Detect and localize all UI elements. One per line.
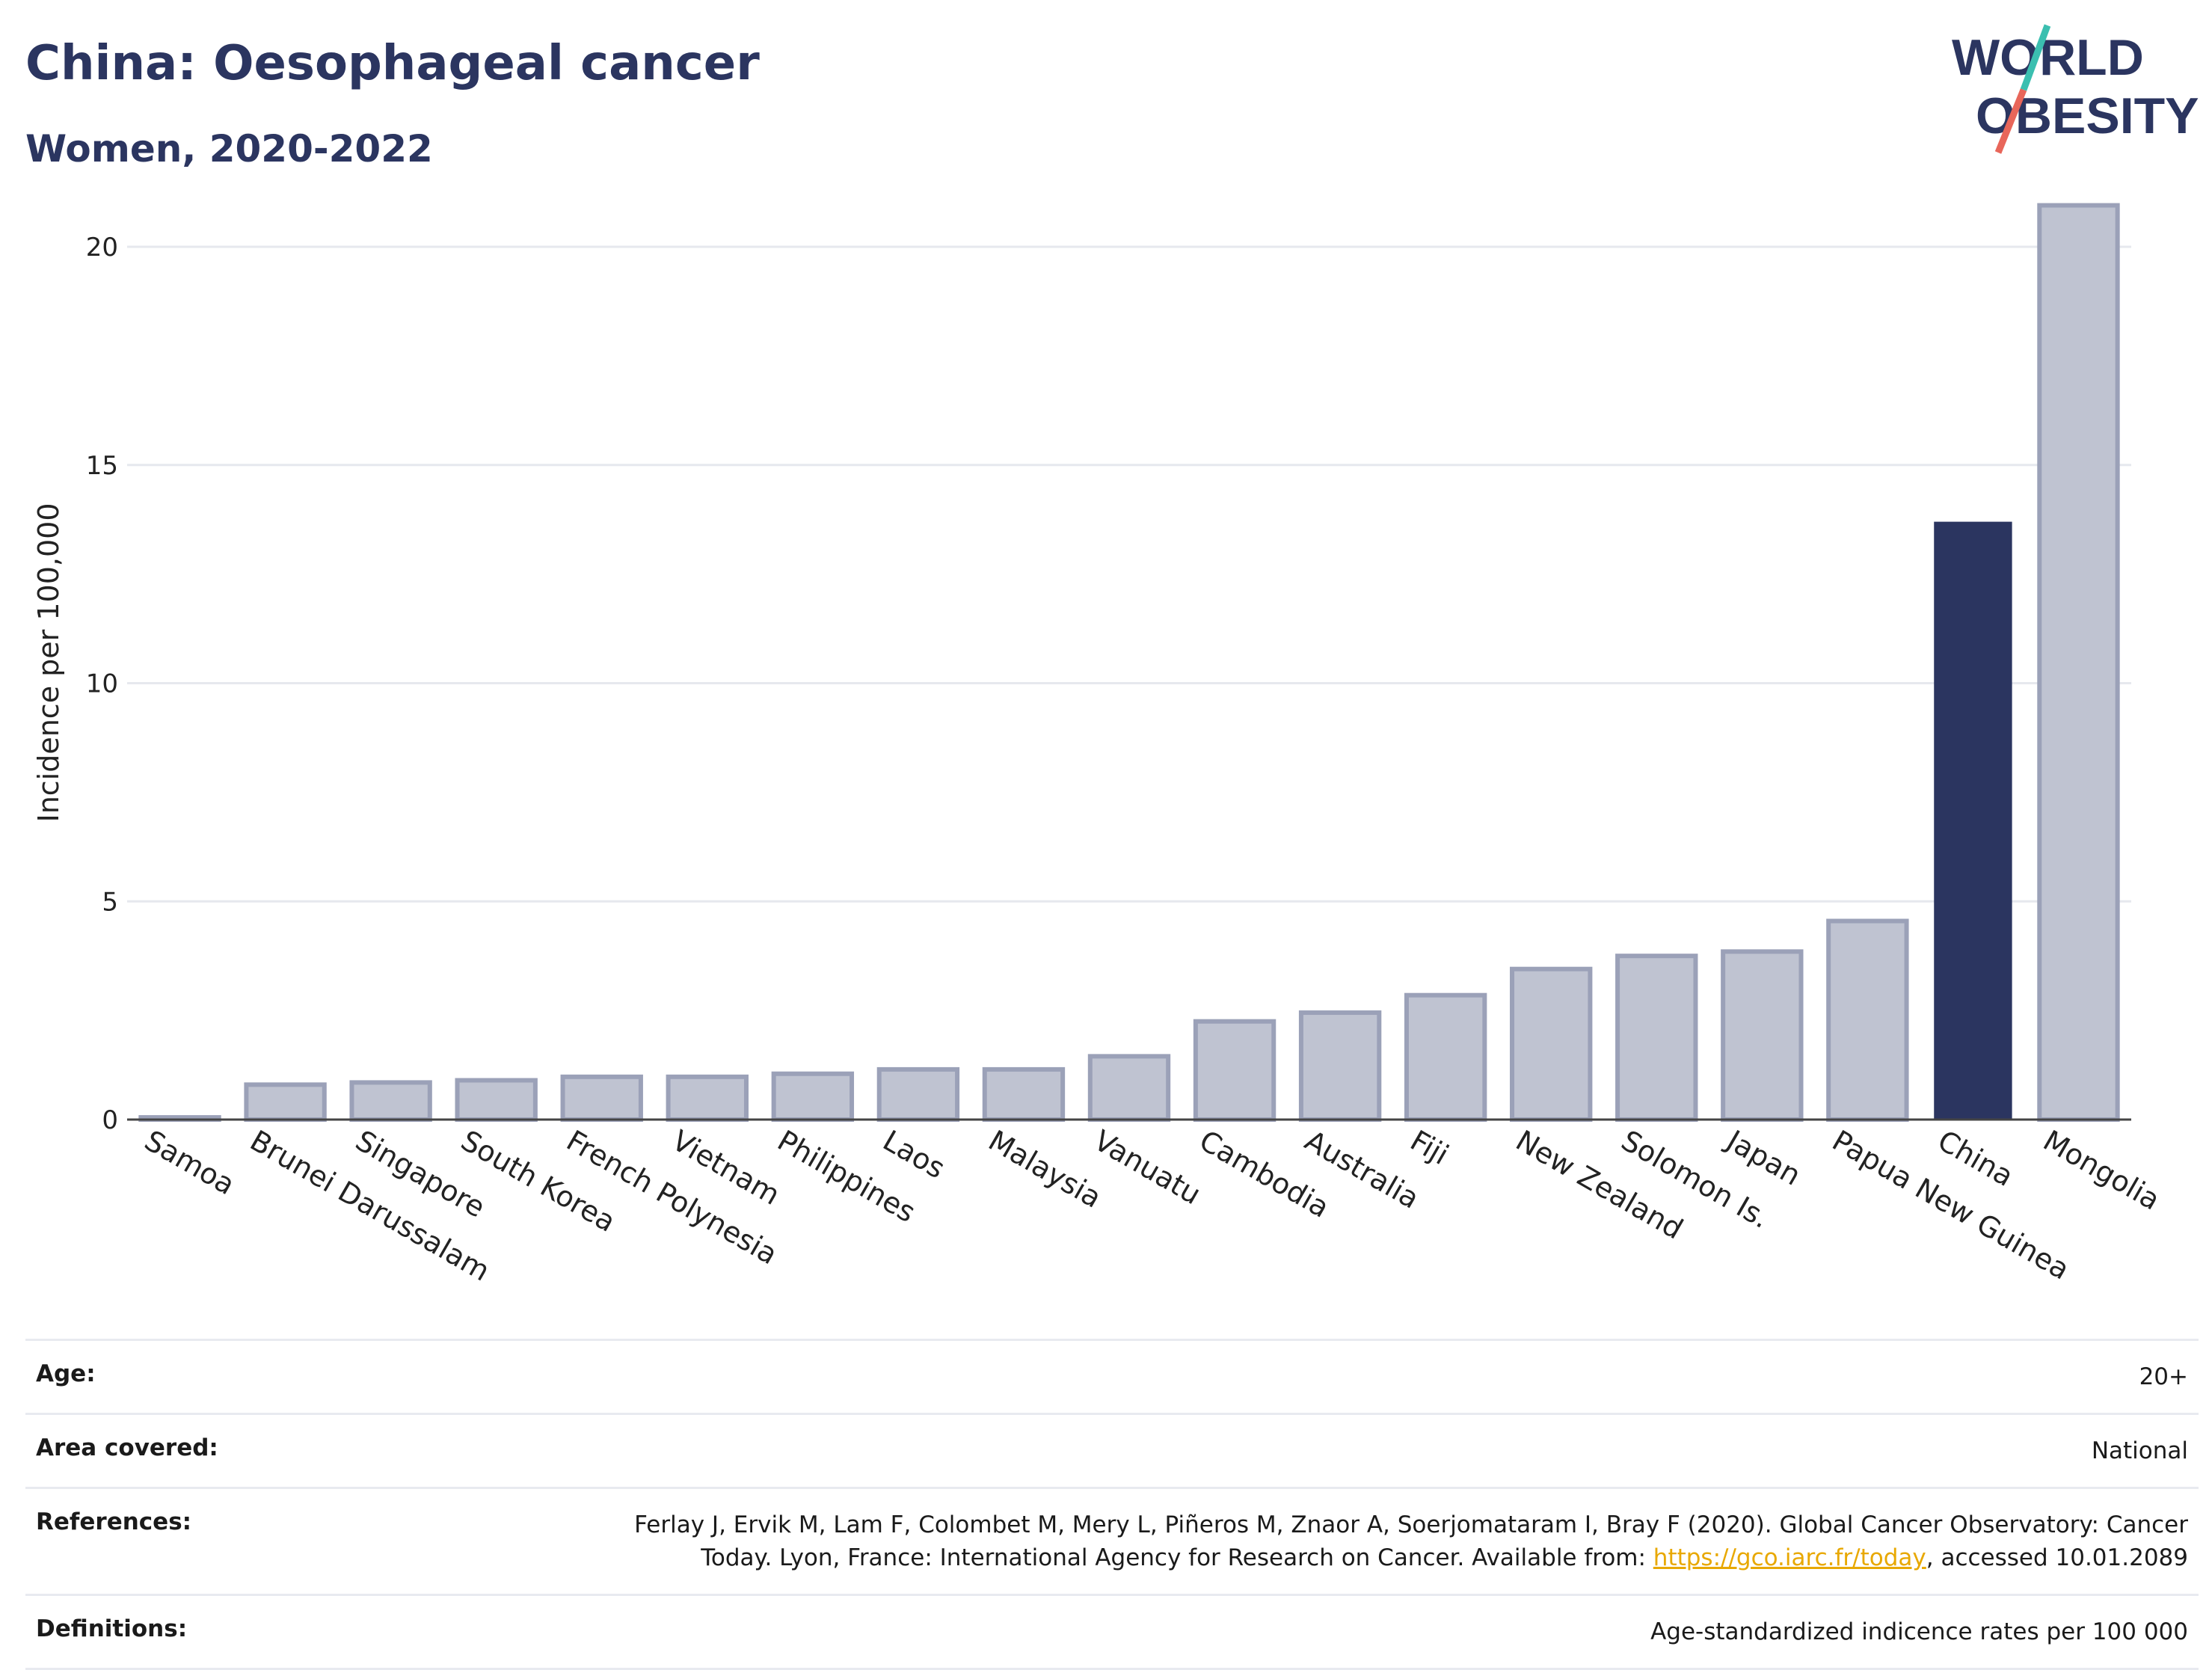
chart-title: China: Oesophageal cancer [25,36,760,91]
y-tick-label: 10 [86,669,118,699]
references-label: References: [36,1508,192,1535]
references-link[interactable]: https://gco.iarc.fr/today [1653,1544,1926,1571]
bar-vietnam [666,1074,749,1123]
bar-fiji [1404,992,1487,1123]
x-tick-label: Mongolia [2038,1124,2166,1217]
bar-brunei-darussalam [244,1082,327,1122]
bar-philippines [771,1071,855,1123]
bars [138,203,2120,1123]
bar-papua-new-guinea [1826,918,1909,1122]
age-value: 20+ [2139,1363,2188,1390]
definitions-label: Definitions: [36,1615,188,1642]
bar-mongolia [2037,203,2120,1122]
area-label: Area covered: [36,1434,218,1461]
grid-lines [127,245,2131,903]
logo-slash-top [2020,24,2051,91]
info-row-area: Area covered: National [25,1413,2199,1488]
y-tick-label: 20 [86,233,118,263]
x-tick-label: Samoa [139,1124,240,1202]
age-label: Age: [36,1360,96,1387]
y-axis-title: Incidence per 100,000 [32,503,65,822]
info-row-definitions: Definitions: Age-standardized indicence … [25,1594,2199,1669]
bar-australia [1298,1010,1382,1122]
y-tick-label: 0 [102,1105,118,1135]
bar-vanuatu [1087,1054,1171,1122]
bar-french-polynesia [560,1074,643,1123]
info-table: Age: 20+ Area covered: National Referenc… [25,1339,2199,1670]
bar-south-korea [455,1078,538,1122]
bar-chart: 0 5 10 15 20 Samoa Brunei DarussalamSingapore… [32,203,2166,1288]
bar-singapore [349,1080,432,1122]
definitions-value: Age-standardized indicence rates per 100… [1650,1618,2188,1645]
bar-malaysia [982,1066,1066,1122]
bar-cambodia [1193,1019,1276,1123]
world-obesity-logo: WORLD OBESITY [1952,24,2199,154]
references-line-2-pre: Today. Lyon, France: International Agenc… [701,1544,1653,1571]
bar-laos [876,1066,960,1122]
bar-new-zealand [1510,966,1593,1122]
logo-line-1: WORLD [1952,29,2144,86]
y-tick-label: 5 [102,887,118,917]
references-line-1: Ferlay J, Ervik M, Lam F, Colombet M, Me… [634,1511,2188,1538]
bar-china [1934,521,2012,1120]
references-value: Ferlay J, Ervik M, Lam F, Colombet M, Me… [420,1488,2199,1595]
references-line-2-post: , accessed 10.01.2089 [1926,1544,2188,1571]
x-tick-label: Fiji [1405,1124,1454,1171]
x-tick-label: Laos [877,1124,950,1185]
info-row-references: References: Ferlay J, Ervik M, Lam F, Co… [25,1488,2199,1595]
bar-japan [1721,949,1804,1123]
bar-solomon-is- [1615,954,1698,1122]
info-row-age: Age: 20+ [25,1339,2199,1414]
x-tick-label: Vanuatu [1089,1124,1207,1211]
chart-subtitle: Women, 2020-2022 [25,127,433,171]
x-tick-label: Malaysia [983,1124,1107,1215]
y-tick-label: 15 [86,451,118,481]
area-value: National [2091,1437,2188,1464]
logo-slash-bottom [1994,88,2027,154]
axes: 0 5 10 15 20 [86,233,2131,1135]
